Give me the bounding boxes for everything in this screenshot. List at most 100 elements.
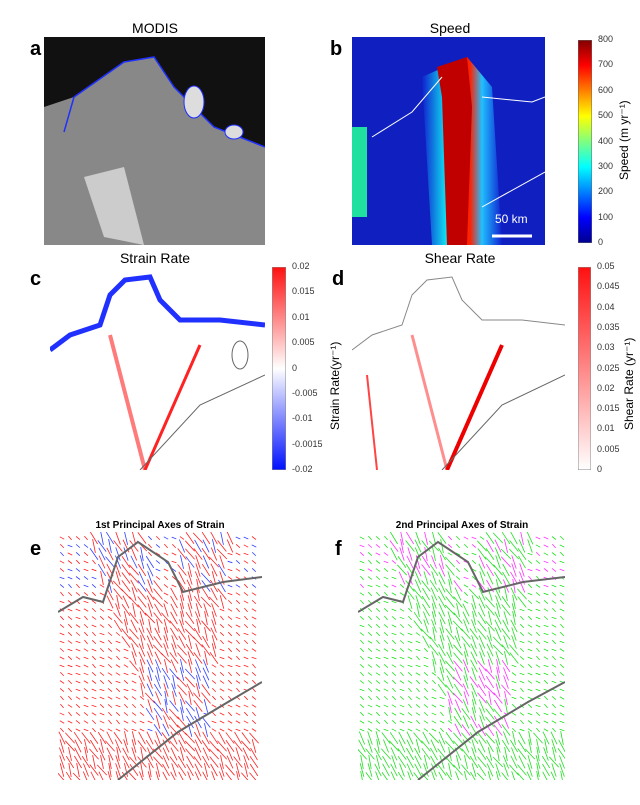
strain-axis-vector	[470, 715, 478, 729]
strain-axis-vector	[509, 644, 519, 656]
strain-axis-vector	[195, 683, 201, 697]
strain-axis-vector	[211, 611, 217, 625]
strain-axis-vector	[243, 623, 249, 629]
strain-axis-vector	[196, 675, 200, 689]
principal-strain-2-map	[358, 532, 565, 780]
strain-axis-vector	[171, 568, 177, 572]
strain-axis-vector	[510, 532, 518, 545]
strain-axis-vector	[99, 608, 105, 612]
strain-axis-vector	[453, 580, 463, 592]
strain-axis-vector	[163, 575, 169, 581]
strain-axis-vector	[194, 715, 202, 729]
strain-axis-vector	[156, 667, 160, 681]
strain-axis-vector	[528, 615, 532, 621]
strain-axis-vector	[241, 732, 251, 744]
strain-axis-vector	[438, 603, 446, 617]
strain-axis-vector	[432, 679, 436, 685]
strain-axis-vector	[447, 691, 453, 705]
strain-axis-vector	[163, 715, 169, 729]
strain-axis-vector	[359, 544, 365, 548]
strain-axis-vector	[471, 707, 477, 721]
strain-axis-vector	[92, 631, 96, 637]
strain-axis-vector	[431, 712, 437, 716]
strain-axis-vector	[399, 584, 405, 588]
strain-axis-vector	[123, 656, 129, 660]
strain-axis-vector	[193, 548, 203, 560]
strain-axis-vector	[438, 547, 446, 561]
strain-axis-vector	[432, 627, 436, 641]
strain-axis-vector	[367, 568, 373, 572]
strain-axis-vector	[148, 619, 152, 633]
strain-axis-vector	[139, 659, 145, 673]
strain-axis-vector	[526, 532, 534, 545]
strain-axis-vector	[211, 680, 217, 684]
strain-axis-vector	[559, 712, 565, 716]
strain-axis-vector	[382, 763, 390, 777]
strain-axis-vector	[503, 635, 509, 649]
colorbar-tick: 700	[598, 59, 614, 70]
strain-axis-vector	[68, 695, 72, 701]
strain-axis-vector	[438, 731, 446, 745]
strain-axis-vector	[383, 739, 389, 753]
strain-axis-vector	[131, 703, 137, 709]
strain-axis-vector	[381, 772, 388, 780]
strain-axis-vector	[552, 727, 556, 733]
panel-f-title: 2nd Principal Axes of Strain	[395, 520, 529, 531]
strain-axis-vector	[227, 576, 233, 580]
strain-axis-vector	[511, 696, 517, 700]
strain-axis-vector	[170, 771, 176, 780]
strain-axis-vector	[367, 656, 373, 660]
strain-axis-vector	[106, 595, 114, 609]
strain-axis-vector	[398, 731, 406, 745]
strain-axis-vector	[67, 552, 73, 556]
strain-axis-vector	[99, 688, 105, 692]
strain-axis-vector	[407, 720, 413, 724]
strain-axis-vector	[131, 696, 137, 700]
strain-axis-vector	[495, 683, 501, 697]
strain-axis-vector	[406, 763, 414, 777]
strain-axis-vector	[129, 612, 139, 624]
strain-axis-vector	[251, 536, 257, 540]
strain-axis-vector	[445, 772, 452, 780]
strain-axis-vector	[511, 555, 517, 569]
strain-axis-vector	[430, 739, 438, 753]
strain-axis-vector	[225, 764, 235, 776]
strain-axis-vector	[423, 664, 429, 668]
strain-axis-vector	[83, 739, 89, 753]
strain-axis-vector	[398, 739, 406, 753]
strain-axis-vector	[91, 607, 97, 613]
strain-axis-vector	[453, 740, 463, 752]
strain-axis-vector	[219, 624, 225, 628]
strain-axis-vector	[414, 539, 422, 553]
strain-axis-vector	[235, 632, 241, 636]
strain-axis-vector	[360, 655, 364, 661]
strain-axis-vector	[153, 588, 163, 600]
strain-axis-vector	[227, 631, 233, 637]
strain-axis-vector	[59, 576, 65, 580]
strain-axis-vector	[423, 755, 429, 769]
strain-axis-vector	[448, 727, 452, 733]
strain-axis-vector	[502, 755, 510, 769]
strain-axis-vector	[179, 667, 185, 681]
strain-axis-vector	[456, 567, 460, 573]
strain-axis-vector	[163, 568, 169, 572]
strain-axis-vector	[219, 632, 225, 636]
strain-axis-vector	[360, 695, 364, 701]
strain-axis-vector	[438, 563, 446, 577]
strain-axis-vector	[559, 640, 565, 644]
strain-axis-vector	[486, 643, 494, 657]
strain-axis-vector	[438, 643, 446, 657]
strain-axis-vector	[131, 739, 137, 753]
strain-axis-vector	[518, 755, 526, 769]
strain-axis-vector	[535, 755, 541, 769]
strain-axis-vector	[89, 548, 99, 560]
strain-axis-vector	[100, 532, 104, 545]
strain-axis-vector	[431, 688, 437, 692]
strain-axis-vector	[503, 763, 509, 777]
strain-axis-vector	[383, 624, 389, 628]
strain-axis-vector	[511, 727, 517, 733]
strain-axis-vector	[208, 596, 220, 608]
strain-axis-vector	[217, 588, 227, 600]
strain-axis-vector	[383, 704, 389, 708]
strain-axis-vector	[75, 632, 81, 636]
